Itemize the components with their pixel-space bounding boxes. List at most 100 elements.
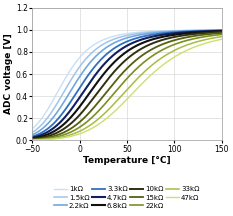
33kΩ [157, 59, 160, 61]
47kΩ [31, 139, 34, 141]
4.7kΩ [64, 115, 67, 118]
33kΩ [142, 71, 145, 74]
3.3kΩ [116, 45, 119, 47]
Line: 33kΩ: 33kΩ [32, 37, 222, 140]
1kΩ [31, 128, 34, 130]
22kΩ [79, 125, 82, 128]
22kΩ [116, 87, 119, 90]
3.3kΩ [31, 135, 34, 138]
33kΩ [64, 135, 67, 137]
22kΩ [64, 133, 67, 135]
2.2kΩ [220, 29, 223, 32]
10kΩ [79, 112, 82, 115]
33kΩ [31, 139, 34, 141]
6.8kΩ [64, 121, 67, 124]
6.8kΩ [142, 41, 145, 44]
1.5kΩ [220, 29, 223, 31]
6.8kΩ [79, 104, 82, 106]
4.7kΩ [220, 30, 223, 32]
1.5kΩ [116, 37, 119, 39]
15kΩ [31, 138, 34, 141]
3.3kΩ [64, 108, 67, 110]
Line: 4.7kΩ: 4.7kΩ [32, 31, 222, 138]
1kΩ [157, 30, 160, 32]
22kΩ [157, 51, 160, 53]
1kΩ [142, 30, 145, 33]
1kΩ [220, 29, 223, 31]
Line: 1kΩ: 1kΩ [32, 30, 222, 129]
Legend: 1kΩ, 1.5kΩ, 2.2kΩ, 3.3kΩ, 4.7kΩ, 6.8kΩ, 10kΩ, 15kΩ, 22kΩ, 33kΩ, 47kΩ: 1kΩ, 1.5kΩ, 2.2kΩ, 3.3kΩ, 4.7kΩ, 6.8kΩ, … [52, 184, 202, 211]
1.5kΩ [142, 32, 145, 34]
2.2kΩ [157, 31, 160, 34]
Line: 3.3kΩ: 3.3kΩ [32, 30, 222, 137]
15kΩ [157, 44, 160, 47]
10kΩ [64, 126, 67, 129]
10kΩ [220, 31, 223, 33]
6.8kΩ [116, 57, 119, 60]
1.5kΩ [173, 30, 176, 32]
33kΩ [116, 98, 119, 101]
4.7kΩ [157, 34, 160, 37]
2.2kΩ [64, 98, 67, 100]
1kΩ [173, 29, 176, 32]
1.5kΩ [64, 87, 67, 90]
15kΩ [142, 53, 145, 56]
15kΩ [173, 39, 176, 41]
Line: 10kΩ: 10kΩ [32, 32, 222, 139]
Line: 47kΩ: 47kΩ [32, 39, 222, 140]
4.7kΩ [142, 38, 145, 40]
2.2kΩ [142, 33, 145, 35]
Line: 15kΩ: 15kΩ [32, 33, 222, 140]
47kΩ [173, 56, 176, 58]
3.3kΩ [220, 29, 223, 32]
10kΩ [142, 46, 145, 49]
47kΩ [116, 107, 119, 110]
Line: 6.8kΩ: 6.8kΩ [32, 31, 222, 138]
10kΩ [157, 40, 160, 42]
10kΩ [31, 138, 34, 140]
4.7kΩ [173, 32, 176, 35]
1.5kΩ [157, 30, 160, 33]
2.2kΩ [116, 40, 119, 42]
X-axis label: Temperature [°C]: Temperature [°C] [83, 156, 171, 165]
1.5kΩ [31, 131, 34, 134]
22kΩ [142, 61, 145, 64]
Y-axis label: ADC voltage [V]: ADC voltage [V] [4, 34, 13, 114]
15kΩ [220, 32, 223, 34]
33kΩ [79, 129, 82, 132]
Line: 2.2kΩ: 2.2kΩ [32, 30, 222, 135]
3.3kΩ [79, 85, 82, 87]
10kΩ [173, 36, 176, 38]
15kΩ [79, 120, 82, 122]
Line: 22kΩ: 22kΩ [32, 34, 222, 140]
22kΩ [220, 33, 223, 36]
47kΩ [220, 38, 223, 41]
47kΩ [64, 136, 67, 139]
1kΩ [79, 55, 82, 57]
3.3kΩ [173, 31, 176, 33]
47kΩ [79, 132, 82, 135]
3.3kΩ [142, 35, 145, 38]
22kΩ [173, 43, 176, 46]
47kΩ [157, 67, 160, 70]
1.5kΩ [79, 64, 82, 66]
10kΩ [116, 66, 119, 69]
6.8kΩ [157, 37, 160, 39]
33kΩ [173, 49, 176, 51]
1kΩ [64, 76, 67, 79]
15kΩ [116, 77, 119, 79]
2.2kΩ [79, 73, 82, 76]
4.7kΩ [116, 50, 119, 53]
3.3kΩ [157, 32, 160, 35]
22kΩ [31, 138, 34, 141]
2.2kΩ [31, 133, 34, 136]
15kΩ [64, 130, 67, 133]
6.8kΩ [220, 30, 223, 33]
2.2kΩ [173, 30, 176, 33]
Line: 1.5kΩ: 1.5kΩ [32, 30, 222, 132]
1kΩ [116, 34, 119, 37]
33kΩ [220, 35, 223, 38]
4.7kΩ [31, 137, 34, 139]
47kΩ [142, 81, 145, 83]
4.7kΩ [79, 94, 82, 97]
